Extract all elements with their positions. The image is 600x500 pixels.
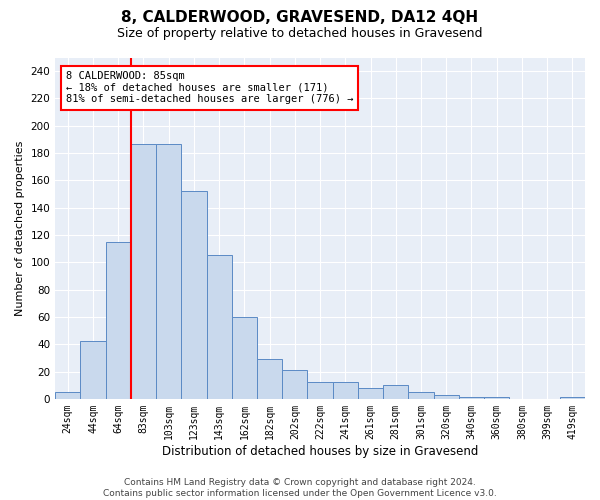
- Bar: [307, 382, 332, 399]
- Bar: [560, 398, 585, 399]
- Bar: [257, 359, 282, 399]
- Bar: [80, 342, 106, 399]
- Y-axis label: Number of detached properties: Number of detached properties: [15, 140, 25, 316]
- Bar: [383, 385, 409, 399]
- Text: 8, CALDERWOOD, GRAVESEND, DA12 4QH: 8, CALDERWOOD, GRAVESEND, DA12 4QH: [121, 10, 479, 25]
- Bar: [409, 392, 434, 399]
- Bar: [131, 144, 156, 399]
- Bar: [181, 192, 206, 399]
- Text: 8 CALDERWOOD: 85sqm
← 18% of detached houses are smaller (171)
81% of semi-detac: 8 CALDERWOOD: 85sqm ← 18% of detached ho…: [66, 71, 353, 104]
- X-axis label: Distribution of detached houses by size in Gravesend: Distribution of detached houses by size …: [162, 444, 478, 458]
- Bar: [106, 242, 131, 399]
- Text: Contains HM Land Registry data © Crown copyright and database right 2024.
Contai: Contains HM Land Registry data © Crown c…: [103, 478, 497, 498]
- Bar: [206, 256, 232, 399]
- Bar: [232, 317, 257, 399]
- Bar: [282, 370, 307, 399]
- Bar: [434, 394, 459, 399]
- Bar: [484, 398, 509, 399]
- Text: Size of property relative to detached houses in Gravesend: Size of property relative to detached ho…: [117, 28, 483, 40]
- Bar: [459, 398, 484, 399]
- Bar: [332, 382, 358, 399]
- Bar: [358, 388, 383, 399]
- Bar: [156, 144, 181, 399]
- Bar: [55, 392, 80, 399]
